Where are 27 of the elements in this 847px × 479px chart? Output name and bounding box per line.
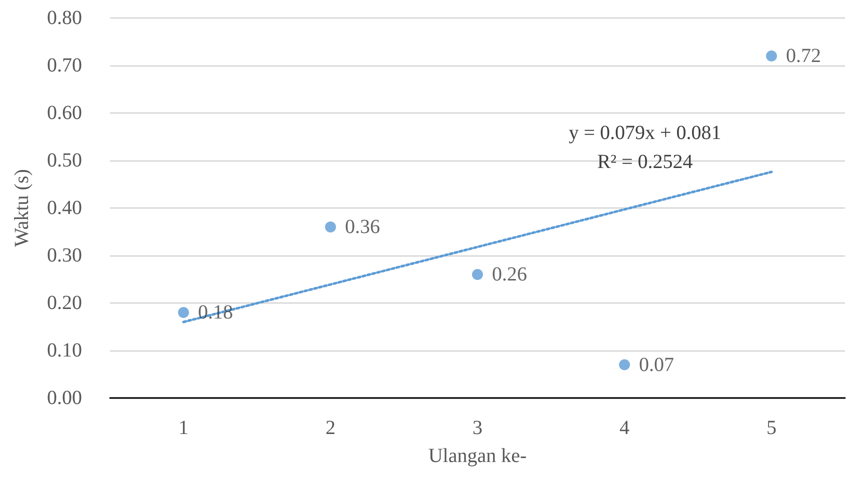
data-label: 0.36 [345, 216, 380, 238]
data-label: 0.72 [786, 45, 821, 67]
y-tick-label: 0.60 [47, 102, 82, 124]
data-label: 0.26 [492, 264, 527, 286]
y-tick-label: 0.30 [47, 244, 82, 266]
point [178, 307, 189, 318]
y-tick-label: 0.50 [47, 150, 82, 172]
x-tick-label: 2 [326, 417, 336, 439]
point [325, 222, 336, 232]
x-tick-label: 1 [178, 417, 188, 439]
y-tick-label: 0.20 [47, 292, 82, 314]
y-tick-label: 0.10 [47, 340, 82, 362]
y-axis-title: Waktu (s) [11, 169, 33, 247]
x-tick-label: 4 [620, 417, 630, 439]
x-axis-title: Ulangan ke- [428, 445, 527, 467]
x-tick-label: 3 [472, 417, 482, 439]
point [766, 50, 777, 62]
point [619, 359, 630, 370]
y-tick-label: 0.00 [47, 387, 82, 409]
y-tick-label: 0.70 [47, 54, 82, 76]
annotation: y = 0.079x + 0.081 [568, 122, 722, 144]
y-tick-label: 0.80 [47, 7, 82, 29]
point [472, 269, 483, 280]
data-label: 0.07 [639, 354, 674, 376]
annotation: R² = 0.2524 [597, 151, 693, 173]
y-tick-label: 0.40 [47, 197, 82, 219]
x-tick-label: 5 [766, 417, 776, 439]
